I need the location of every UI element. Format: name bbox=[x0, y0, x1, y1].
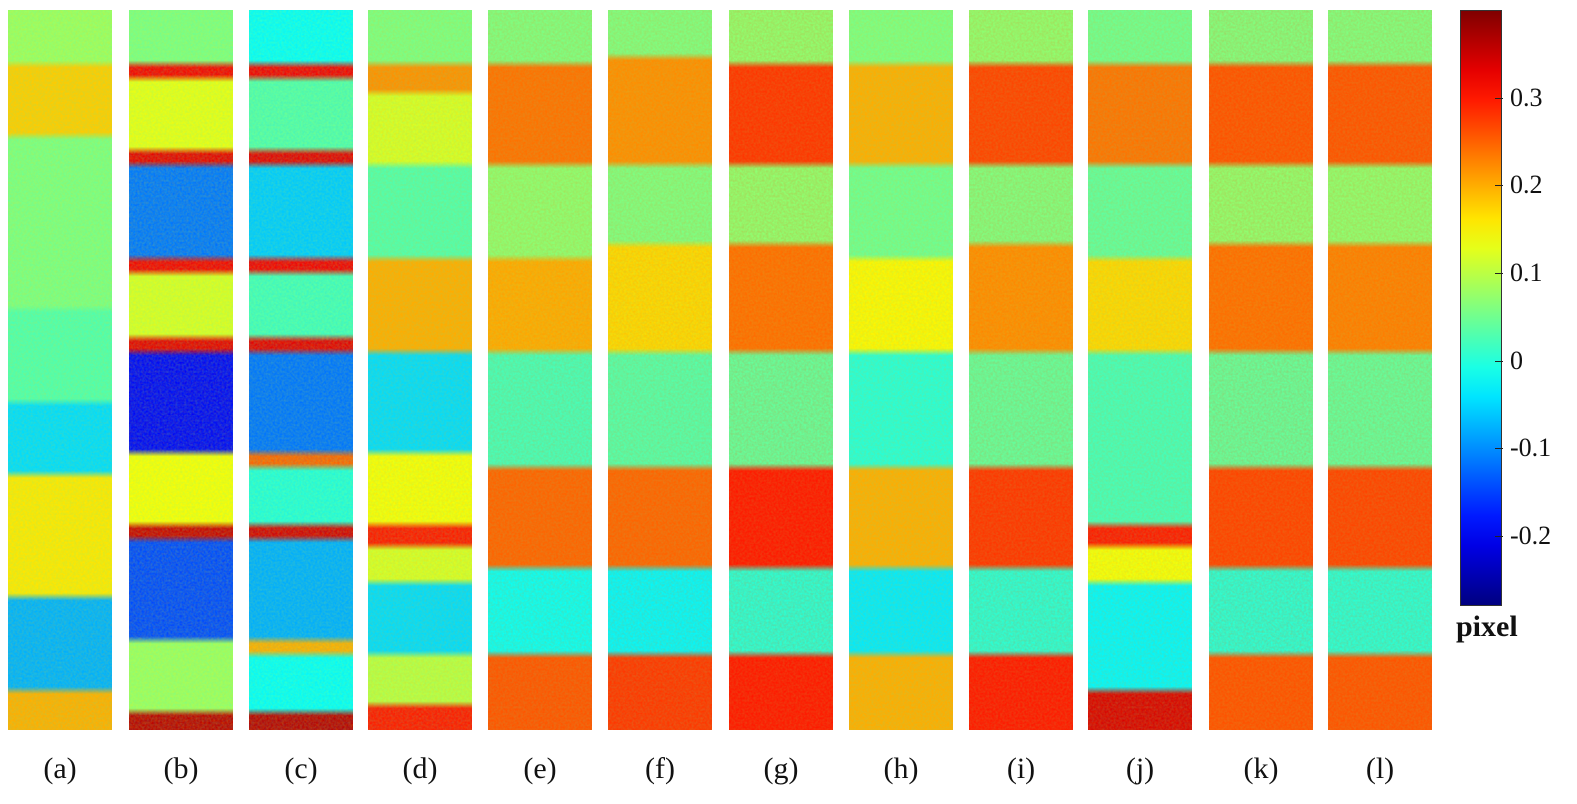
panel-label-a: (a) bbox=[43, 752, 77, 785]
panel-label-g: (g) bbox=[763, 752, 799, 785]
panel-speckle-cool bbox=[249, 10, 353, 730]
panel-speckle-cool bbox=[1328, 10, 1432, 730]
panel-speckle-cool bbox=[969, 10, 1073, 730]
displacement-panel-a bbox=[8, 10, 112, 730]
panel-speckle-cool bbox=[129, 10, 233, 730]
displacement-panel-g bbox=[729, 10, 833, 730]
colorbar-tick-label: 0.3 bbox=[1510, 82, 1543, 112]
panel-label-b: (b) bbox=[163, 752, 199, 785]
displacement-panel-h bbox=[849, 10, 953, 730]
panel-speckle-cool bbox=[488, 10, 592, 730]
colorbar-tick-mark bbox=[1495, 535, 1503, 537]
panel-label-e: (e) bbox=[523, 752, 557, 785]
panel-speckle-cool bbox=[368, 10, 472, 730]
colorbar-tick-label: 0.2 bbox=[1510, 170, 1543, 200]
colorbar bbox=[1460, 10, 1502, 606]
displacement-panel-d bbox=[368, 10, 472, 730]
panel-label-j: (j) bbox=[1125, 752, 1155, 785]
panel-label-k: (k) bbox=[1243, 752, 1279, 785]
colorbar-tick-label: 0 bbox=[1510, 345, 1523, 375]
panel-label-h: (h) bbox=[883, 752, 919, 785]
colorbar-tick-mark bbox=[1495, 272, 1503, 274]
panel-speckle-cool bbox=[1088, 10, 1192, 730]
panel-speckle-cool bbox=[849, 10, 953, 730]
panel-speckle-cool bbox=[1209, 10, 1313, 730]
displacement-panel-e bbox=[488, 10, 592, 730]
displacement-panel-b bbox=[129, 10, 233, 730]
colorbar-tick-mark bbox=[1495, 185, 1503, 187]
colorbar-tick-mark bbox=[1495, 360, 1503, 362]
panel-speckle-cool bbox=[729, 10, 833, 730]
displacement-panel-l bbox=[1328, 10, 1432, 730]
colorbar-tick-mark bbox=[1495, 448, 1503, 450]
displacement-panel-f bbox=[608, 10, 712, 730]
displacement-panel-i bbox=[969, 10, 1073, 730]
panel-label-d: (d) bbox=[402, 752, 438, 785]
displacement-panel-k bbox=[1209, 10, 1313, 730]
displacement-panel-c bbox=[249, 10, 353, 730]
colorbar-tick-label: -0.1 bbox=[1510, 433, 1552, 463]
colorbar-tick-label: 0.1 bbox=[1510, 257, 1543, 287]
colorbar-tick-label: -0.2 bbox=[1510, 520, 1552, 550]
colorbar-tick-mark bbox=[1495, 97, 1503, 99]
displacement-panel-j bbox=[1088, 10, 1192, 730]
panel-label-c: (c) bbox=[284, 752, 318, 785]
panel-label-f: (f) bbox=[645, 752, 675, 785]
panel-speckle-cool bbox=[8, 10, 112, 730]
panel-label-l: (l) bbox=[1365, 752, 1395, 785]
colorbar-unit-label: pixel bbox=[1456, 610, 1518, 643]
panel-speckle-cool bbox=[608, 10, 712, 730]
panel-label-i: (i) bbox=[1006, 752, 1036, 785]
